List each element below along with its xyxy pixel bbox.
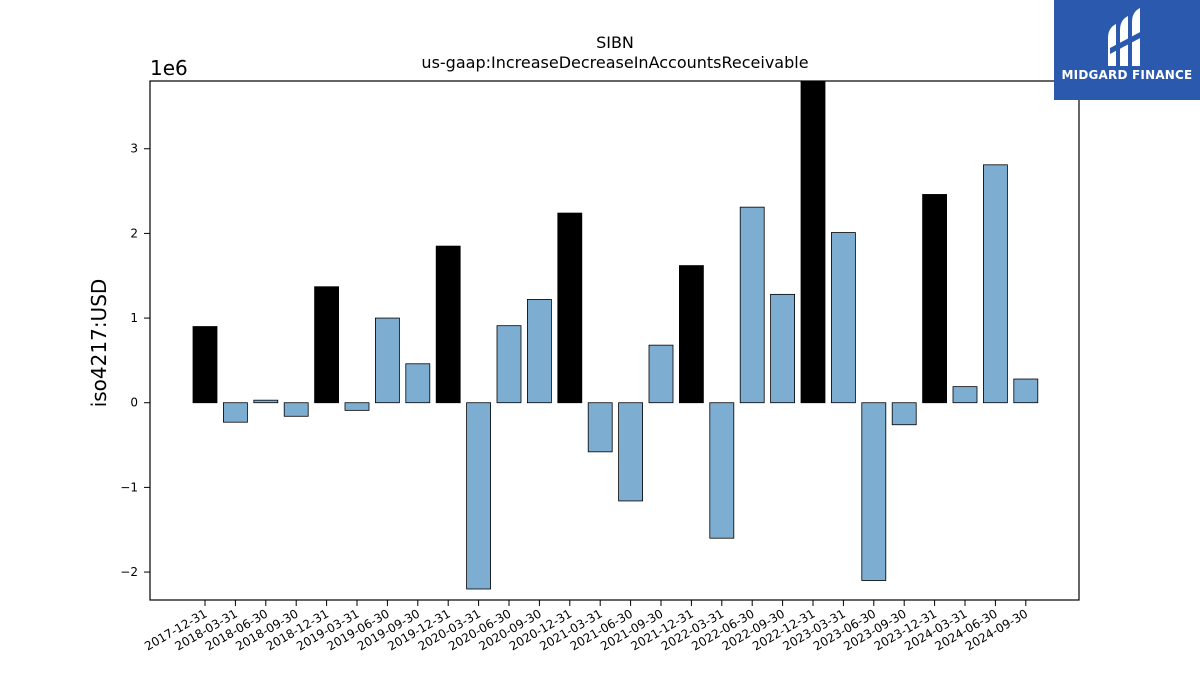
brand-logo: MIDGARD FINANCE xyxy=(1054,0,1200,100)
y-axis-label: iso4217:USD xyxy=(87,279,111,408)
plot-frame xyxy=(149,80,1080,601)
bar-2021-12-31 xyxy=(679,265,704,404)
bar-2024-09-30 xyxy=(1013,378,1039,404)
brand-name: MIDGARD FINANCE xyxy=(1061,68,1193,82)
bar-2019-09-30 xyxy=(405,363,431,404)
bar-2022-03-31 xyxy=(709,402,735,539)
bar-2022-06-30 xyxy=(739,206,765,404)
bar-2020-12-31 xyxy=(557,212,583,404)
y-tick-label: 0 xyxy=(130,396,138,410)
bar-2021-03-31 xyxy=(587,402,613,453)
bar-2022-09-30 xyxy=(770,293,795,404)
midgard-logo-icon xyxy=(1108,8,1144,66)
bar-2017-12-31 xyxy=(192,326,218,404)
x-ticks-group: 2017-12-312018-03-312018-06-302018-09-30… xyxy=(142,600,1030,653)
y-tick-label: −1 xyxy=(120,480,138,494)
bar-2019-12-31 xyxy=(435,245,461,404)
bar-2020-03-31 xyxy=(466,402,492,590)
y-scale-label: 1e6 xyxy=(150,56,188,80)
bar-2021-06-30 xyxy=(618,402,643,502)
bar-2023-09-30 xyxy=(891,402,917,426)
bar-2023-03-31 xyxy=(831,232,856,404)
y-tick-label: 3 xyxy=(130,142,138,156)
y-tick-label: 2 xyxy=(130,226,138,240)
bars-group xyxy=(192,80,1039,590)
y-tick-label: 1 xyxy=(130,311,138,325)
bar-2018-06-30 xyxy=(253,399,279,404)
bar-2024-03-31 xyxy=(952,386,978,404)
bar-2018-03-31 xyxy=(222,402,248,423)
bar-2019-06-30 xyxy=(374,317,400,404)
bar-2020-06-30 xyxy=(496,325,522,404)
y-tick-label: −2 xyxy=(120,565,138,579)
bar-2023-12-31 xyxy=(922,194,947,404)
bar-2019-03-31 xyxy=(344,402,370,411)
bar-2023-06-30 xyxy=(861,402,887,581)
bar-2021-09-30 xyxy=(648,344,674,404)
bar-2018-09-30 xyxy=(283,402,309,417)
bar-2022-12-31 xyxy=(800,80,826,404)
y-ticks-group: 3 2 1 0 −1 −2 xyxy=(120,142,150,579)
bar-2020-09-30 xyxy=(527,299,552,404)
bar-2018-12-31 xyxy=(314,286,340,404)
bar-2024-06-30 xyxy=(983,164,1008,404)
chart-title: SIBN xyxy=(596,33,634,52)
chart-subtitle: us-gaap:IncreaseDecreaseInAccountsReceiv… xyxy=(421,53,808,72)
